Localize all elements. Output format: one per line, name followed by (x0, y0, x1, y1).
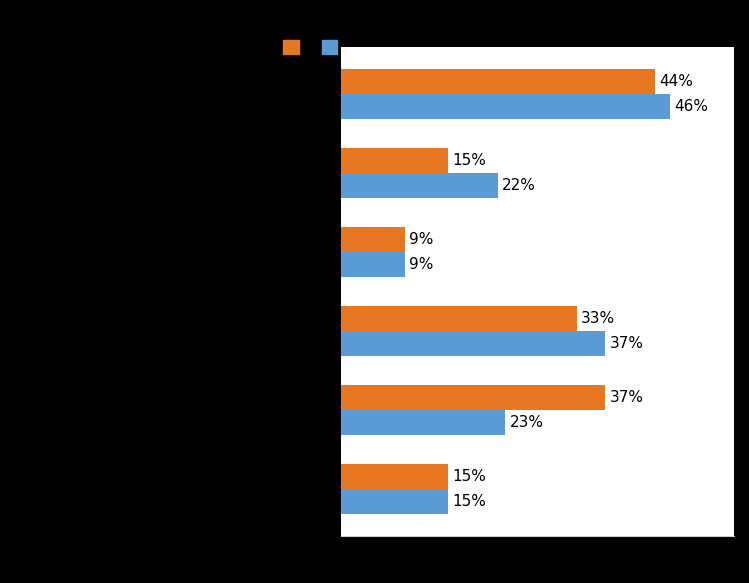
Bar (341, 69, 655, 94)
Bar (341, 252, 405, 278)
Text: 15%: 15% (452, 494, 486, 509)
Bar (341, 227, 405, 252)
Text: 37%: 37% (610, 390, 643, 405)
Bar (341, 385, 605, 410)
Bar (341, 410, 506, 436)
Text: 15%: 15% (452, 469, 486, 484)
Text: 46%: 46% (674, 99, 708, 114)
Bar (341, 463, 448, 489)
Bar (341, 305, 577, 331)
Bar (341, 489, 448, 514)
Text: 23%: 23% (509, 415, 544, 430)
Text: 37%: 37% (610, 336, 643, 351)
Text: 33%: 33% (581, 311, 615, 326)
Bar (341, 147, 448, 173)
Bar (341, 94, 670, 120)
Text: 15%: 15% (452, 153, 486, 168)
Text: 44%: 44% (660, 74, 694, 89)
Text: 9%: 9% (410, 232, 434, 247)
Text: 22%: 22% (503, 178, 536, 193)
Legend: , : , (277, 34, 348, 61)
Text: 9%: 9% (410, 257, 434, 272)
Bar (341, 173, 498, 198)
Bar (341, 331, 605, 356)
